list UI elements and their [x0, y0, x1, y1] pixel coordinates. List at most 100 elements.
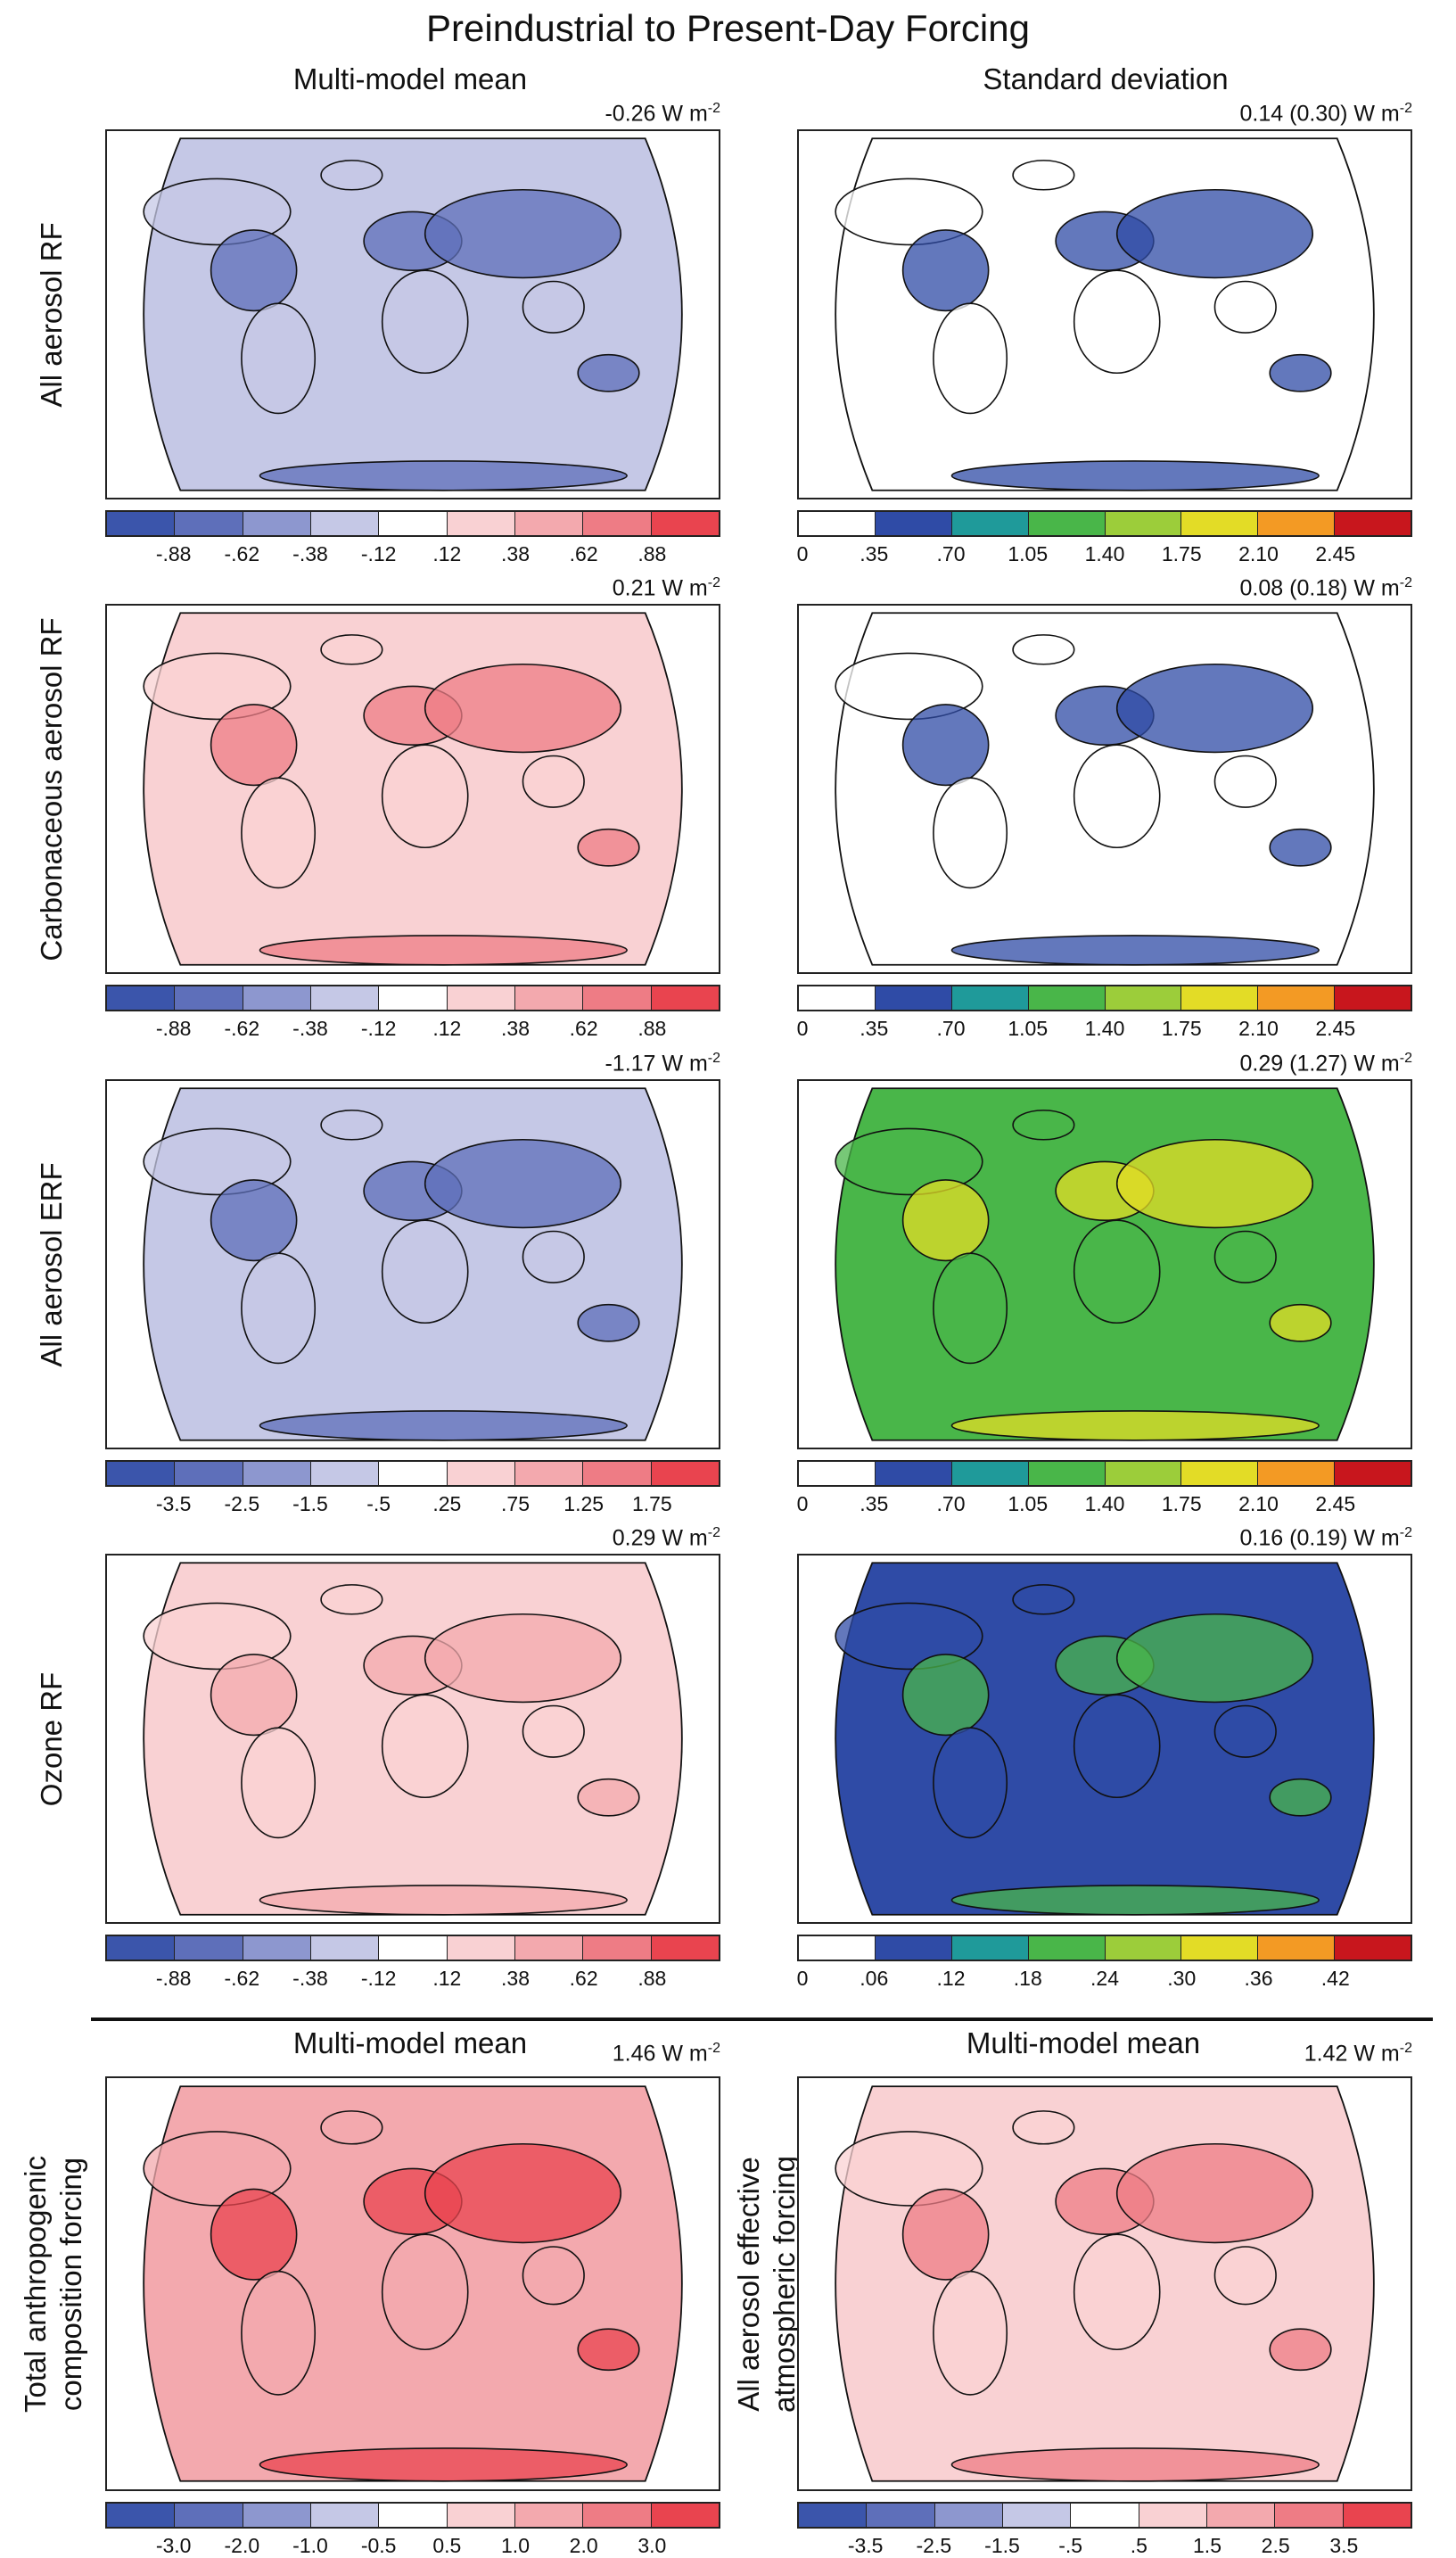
colorbar-tick-label: -2.0	[224, 2534, 260, 2557]
colorbar-swatch	[1028, 986, 1106, 1010]
mean-map-panel	[105, 1554, 720, 1924]
colorbar-swatch	[875, 512, 952, 535]
continent-outline	[1213, 1704, 1277, 1758]
mean-map-panel	[105, 129, 720, 499]
continent-outline	[522, 280, 585, 334]
colorbar-tick-label: -2.5	[224, 1492, 260, 1515]
continent-outline	[1115, 663, 1314, 754]
colorbar-swatch	[583, 512, 652, 535]
mean-map-panel	[105, 604, 720, 974]
continent-outline	[143, 1602, 292, 1671]
colorbar-tick-label: .88	[638, 1017, 667, 1040]
stddev-map-panel	[797, 129, 1412, 499]
colorbar-tick-label: 1.05	[1008, 542, 1049, 565]
unit-exponent: -2	[707, 2041, 720, 2056]
colorbar-swatch	[1105, 986, 1182, 1010]
colorbar-swatch	[1335, 1462, 1411, 1485]
colorbar-tick-label: -.88	[155, 1967, 192, 1990]
colorbar-swatch	[799, 1936, 876, 1960]
continent-outline	[320, 1110, 383, 1141]
colorbar-swatch	[1181, 1936, 1259, 1960]
colorbar-tick-label: -.5	[1058, 2534, 1083, 2557]
row-label-total-forcing: Total anthropogenic composition forcing	[18, 2088, 89, 2480]
colorbar-tick-label: 3.0	[638, 2534, 667, 2557]
unit-exponent: -2	[1399, 2041, 1412, 2056]
continent-outline	[1012, 1110, 1075, 1141]
colorbar-swatch	[310, 1462, 380, 1485]
total-forcing-colorbar	[105, 2502, 720, 2529]
unit-exponent: -2	[1399, 1525, 1412, 1540]
continent-outline	[933, 777, 1008, 889]
colorbar-tick-label: 0	[796, 542, 809, 565]
colorbar-tick-label: .12	[432, 1967, 462, 1990]
continent-outline	[1012, 1584, 1075, 1615]
colorbar-swatch	[1028, 1462, 1106, 1485]
aerosol-atmospheric-colorbar	[797, 2502, 1412, 2529]
colorbar-swatch	[799, 986, 876, 1010]
colorbar-tick-label: .70	[936, 1492, 966, 1515]
continent-outline	[1073, 2233, 1161, 2351]
colorbar-swatch	[1105, 1462, 1182, 1485]
continent-outline	[381, 269, 469, 375]
continent-outline	[1012, 2110, 1075, 2145]
continent-outline	[901, 1654, 990, 1737]
colorbar-tick-label: 1.05	[1008, 1492, 1049, 1515]
colorbar-swatch	[175, 1936, 243, 1960]
colorbar-swatch	[1258, 1462, 1336, 1485]
mean-colorbar	[105, 1460, 720, 1487]
continent-outline	[835, 1127, 983, 1196]
colorbar-swatch	[875, 986, 952, 1010]
colorbar-swatch	[1181, 512, 1259, 535]
continent-outline	[1269, 1303, 1332, 1342]
colorbar-swatch	[867, 2504, 935, 2527]
colorbar-tick-label: 2.10	[1238, 1017, 1279, 1040]
colorbar-swatch	[447, 986, 515, 1010]
colorbar-tick-label: .42	[1320, 1967, 1350, 1990]
colorbar-tick-label: 1.05	[1008, 1017, 1049, 1040]
continent-outline	[1012, 634, 1075, 665]
continent-outline	[577, 2328, 640, 2372]
colorbar-tick-label: .70	[936, 542, 966, 565]
colorbar-tick-label: 1.40	[1084, 1017, 1125, 1040]
continent-outline	[950, 1885, 1320, 1916]
colorbar-tick-label: -.38	[292, 1967, 328, 1990]
robinson-map	[835, 1562, 1375, 1916]
continent-outline	[901, 229, 990, 312]
row-label-aerosol-atmospheric: All aerosol effective atmospheric forcing	[731, 2088, 802, 2480]
continent-outline	[424, 1138, 622, 1229]
colorbar-swatch	[1028, 1936, 1106, 1960]
continent-outline	[1269, 828, 1332, 867]
colorbar-tick-label: .24	[1090, 1967, 1119, 1990]
continent-outline	[241, 2270, 317, 2396]
colorbar-tick-label: 2.10	[1238, 1492, 1279, 1515]
colorbar-tick-label: .70	[936, 1017, 966, 1040]
colorbar-tick-label: 1.75	[631, 1492, 672, 1515]
colorbar-tick-label: .38	[501, 1017, 530, 1040]
continent-outline	[381, 744, 469, 849]
stddev-value-label: 0.16 (0.19) W m-2	[1239, 1525, 1412, 1551]
colorbar-tick-label: 2.45	[1315, 1017, 1356, 1040]
total-forcing-map-panel	[105, 2076, 720, 2491]
colorbar-tick-label: .35	[860, 542, 889, 565]
continent-outline	[241, 1727, 317, 1839]
aerosol-atmospheric-map-panel	[797, 2076, 1412, 2491]
continent-outline	[259, 935, 628, 966]
colorbar-swatch	[175, 512, 243, 535]
figure-title: Preindustrial to Present-Day Forcing	[426, 7, 1030, 49]
colorbar-swatch	[934, 2504, 1003, 2527]
continent-outline	[522, 2246, 585, 2306]
colorbar-swatch	[651, 986, 719, 1010]
colorbar-tick-label: .12	[432, 1017, 462, 1040]
colorbar-tick-label: .38	[501, 542, 530, 565]
colorbar-tick-label: -2.5	[916, 2534, 952, 2557]
colorbar-swatch	[799, 512, 876, 535]
colorbar-swatch	[1258, 986, 1336, 1010]
column-header-left: Multi-model mean	[292, 62, 528, 95]
colorbar-swatch	[1206, 2504, 1276, 2527]
continent-outline	[424, 2142, 622, 2244]
colorbar-tick-label: .36	[1244, 1967, 1273, 1990]
robinson-map	[835, 2085, 1375, 2482]
continent-outline	[210, 1179, 298, 1262]
colorbar-swatch	[651, 2504, 719, 2527]
colorbar-tick-label: 1.0	[501, 2534, 530, 2557]
